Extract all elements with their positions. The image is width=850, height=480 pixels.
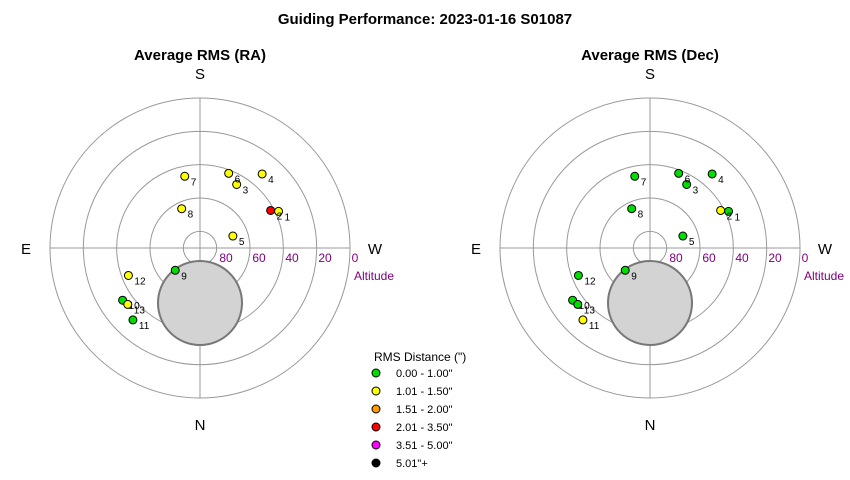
data-point-label: 7 [641,177,647,188]
data-point-label: 3 [243,185,249,196]
direction-top-ra: S [195,66,205,83]
data-point-label: 9 [631,271,637,282]
polar-grid-ra [49,97,351,399]
direction-bottom-ra: N [195,417,206,434]
altitude-label-dec: Altitude [804,269,844,283]
data-point-label: 6 [235,174,241,185]
data-point [224,168,234,178]
data-point-label: 3 [693,185,699,196]
data-point [266,205,276,215]
data-point-label: 5 [689,237,695,248]
data-point [232,179,242,189]
legend-items: 0.00 - 1.00" 1.01 - 1.50" 1.51 - 2.00" 2.01… [371,368,453,470]
data-point [170,265,180,275]
data-point-label: 12 [584,276,596,287]
data-point [228,231,238,241]
altitude-tick: 60 [702,251,716,265]
altitude-tick: 40 [285,251,299,265]
data-point [682,179,692,189]
direction-right-ra: W [368,241,383,258]
altitude-tick: 20 [318,251,332,265]
data-point-label: 2 [727,211,733,222]
subtitle-ra: Average RMS (RA) [134,47,266,64]
data-point-label: 8 [638,210,644,221]
data-point-label: 10 [129,301,141,312]
data-point [123,270,133,280]
legend-swatch [371,440,381,450]
data-point [180,171,190,181]
data-point-label: 13 [584,305,596,316]
data-point [620,265,630,275]
legend: RMS Distance (") 0.00 - 1.00" 1.01 - 1.50… [371,350,466,470]
data-point [578,315,588,325]
altitude-tick: 0 [802,251,809,265]
data-point [716,205,726,215]
direction-right-dec: W [818,241,833,258]
polar-plot-ra: Average RMS (RA) S N E W 80 60 40 20 0 A… [21,47,394,434]
legend-item-label: 2.01 - 3.50" [396,422,453,434]
data-point-label: 11 [589,321,600,332]
legend-item-label: 1.51 - 2.00" [396,404,453,416]
data-point [573,270,583,280]
data-point-label: 6 [685,174,691,185]
altitude-tick: 0 [352,251,359,265]
pole-disk [607,260,693,346]
pole-disk [157,260,243,346]
data-point-label: 9 [181,271,187,282]
data-point-label: 7 [191,177,197,188]
data-point [177,204,187,214]
data-point-label: 11 [139,321,150,332]
data-point-label: 12 [134,276,146,287]
legend-swatch [371,422,381,432]
data-point [257,169,267,179]
legend-item-label: 0.00 - 1.00" [396,368,453,380]
data-point [630,171,640,181]
direction-left-dec: E [471,241,481,258]
data-point-label: 1 [735,212,741,223]
data-point [678,231,688,241]
data-point-label: 10 [579,301,591,312]
data-point-label: 4 [718,175,724,186]
legend-swatch [371,386,381,396]
legend-item-label: 1.01 - 1.50" [396,386,453,398]
data-point [707,169,717,179]
altitude-tick: 80 [219,251,233,265]
legend-title: RMS Distance (") [374,350,466,364]
legend-swatch [371,404,381,414]
data-point-label: 2 [277,211,283,222]
altitude-ticks-ra: 80 60 40 20 0 [219,251,358,265]
legend-swatch [371,458,381,468]
chart-title: Guiding Performance: 2023-01-16 S01087 [278,11,572,28]
data-point [627,204,637,214]
data-point-label: 4 [268,175,274,186]
altitude-tick: 40 [735,251,749,265]
direction-bottom-dec: N [645,417,656,434]
polar-plot-dec: Average RMS (Dec) S N E W 80 60 40 20 0 … [471,47,844,434]
altitude-tick: 60 [252,251,266,265]
data-point-label: 5 [239,237,245,248]
data-point [674,168,684,178]
altitude-tick: 80 [669,251,683,265]
polar-grid-dec [499,97,801,399]
data-point [123,299,133,309]
subtitle-dec: Average RMS (Dec) [581,47,719,64]
data-point [573,299,583,309]
legend-swatch [371,368,381,378]
legend-item-label: 5.01"+ [396,458,428,470]
data-point-label: 8 [188,210,194,221]
data-point-label: 1 [285,212,291,223]
data-point-label: 13 [134,305,146,316]
altitude-tick: 20 [768,251,782,265]
altitude-label-ra: Altitude [354,269,394,283]
direction-top-dec: S [645,66,655,83]
direction-left-ra: E [21,241,31,258]
data-point [128,315,138,325]
legend-item-label: 3.51 - 5.00" [396,440,453,452]
altitude-ticks-dec: 80 60 40 20 0 [669,251,808,265]
